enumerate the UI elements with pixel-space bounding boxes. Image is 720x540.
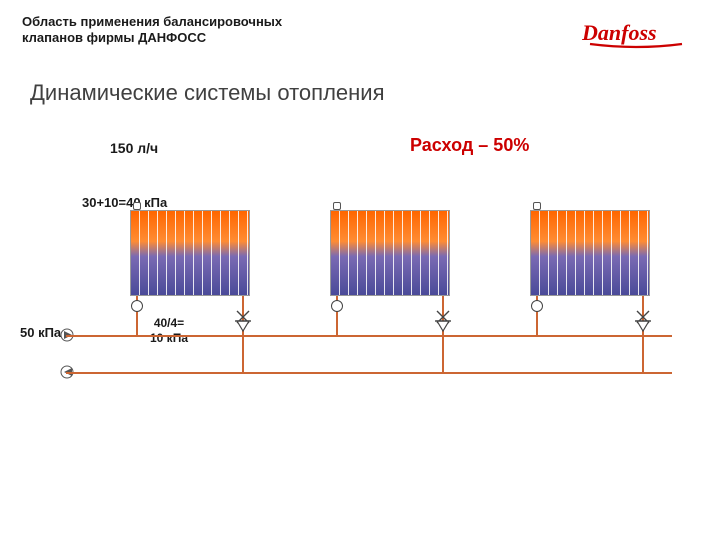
subtitle: Динамические системы отопления: [30, 80, 385, 106]
inlet-valve-icon: [331, 300, 343, 312]
pressure-left-label: 50 кПа: [20, 325, 61, 340]
inlet-valve-icon: [131, 300, 143, 312]
thermostat-cap-icon: [333, 202, 341, 210]
thermostat-cap-icon: [533, 202, 541, 210]
radiator-1: [130, 210, 250, 296]
flow-percent-label: Расход – 50%: [410, 135, 529, 156]
radiator-2-group: [330, 210, 450, 296]
slide: Область применения балансировочных клапа…: [0, 0, 720, 540]
radiator-3-group: [530, 210, 650, 296]
pressure-divided-top: 40/4=: [154, 316, 184, 330]
pressure-divided-label: 40/4= 10 кПа: [150, 316, 188, 346]
return-stub: [442, 296, 444, 374]
heating-diagram: 50 кПа 40/4= 10 кПа: [30, 210, 690, 410]
brand-logo: Danfoss: [582, 20, 692, 55]
brand-text: Danfoss: [582, 20, 657, 45]
return-stub: [642, 296, 644, 374]
return-stub: [242, 296, 244, 374]
inlet-valve-icon: [531, 300, 543, 312]
lock-valve-icon: [435, 320, 451, 332]
pressure-sum-label: 30+10=40 кПа: [82, 195, 167, 210]
thermostat-cap-icon: [133, 202, 141, 210]
supply-rail: [66, 335, 672, 337]
lock-valve-icon: [235, 320, 251, 332]
pressure-divided-bot: 10 кПа: [150, 331, 188, 345]
return-rail: [66, 372, 672, 374]
radiator-1-group: [130, 210, 250, 296]
lock-valve-icon: [635, 320, 651, 332]
header-line1: Область применения балансировочных: [22, 14, 282, 29]
radiator-3: [530, 210, 650, 296]
flow-rate-label: 150 л/ч: [110, 140, 158, 156]
header-line2: клапанов фирмы ДАНФОСС: [22, 30, 206, 45]
radiator-2: [330, 210, 450, 296]
